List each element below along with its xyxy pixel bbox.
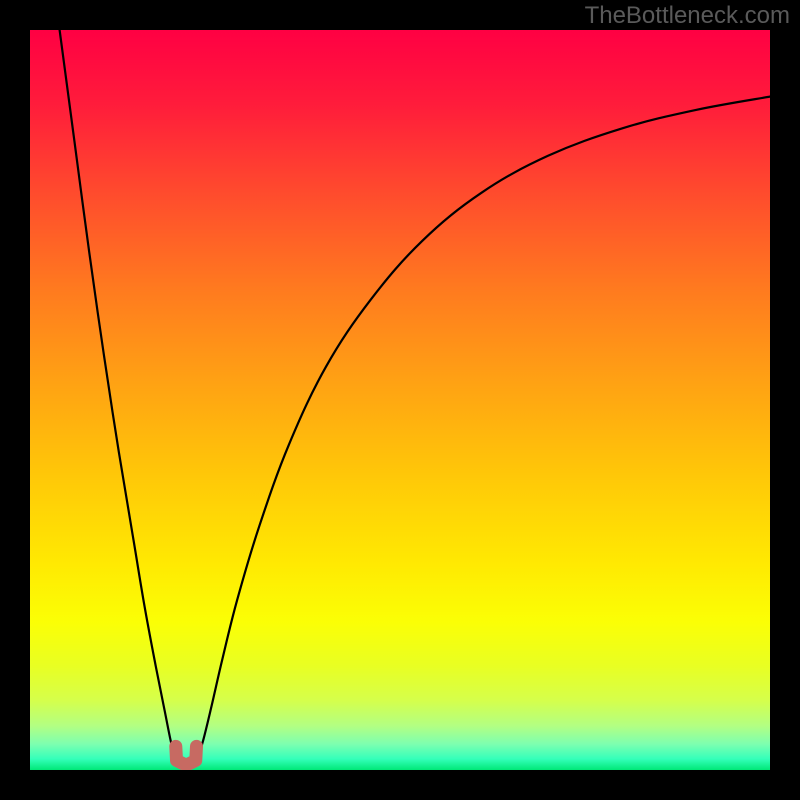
chart-background [30,30,770,770]
chart-plot-area [30,30,770,770]
source-watermark: TheBottleneck.com [585,2,790,30]
chart-svg [30,30,770,770]
